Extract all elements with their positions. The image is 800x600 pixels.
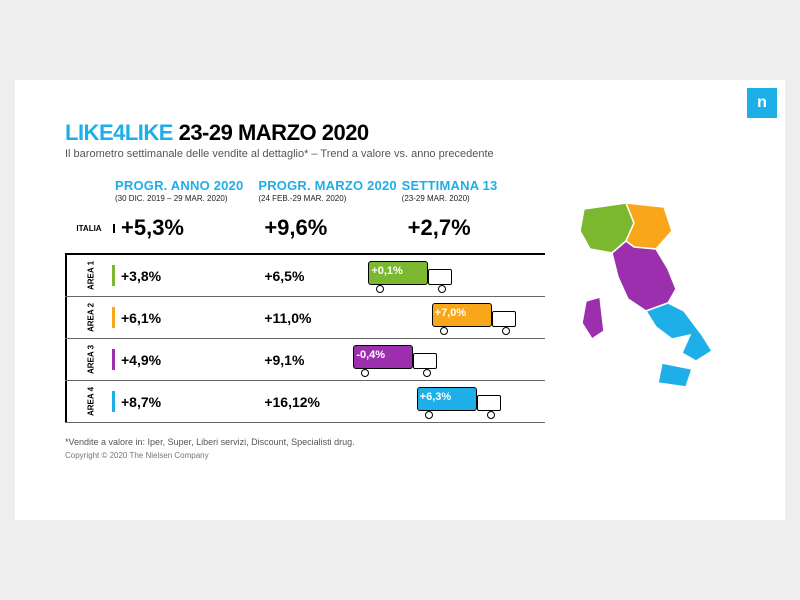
map-sicily [658,363,692,387]
table-cell: +4,9% [115,339,258,380]
table-row: AREA 4+8,7%+16,12% +6,3% [65,381,545,423]
table-cell: +8,7% [115,381,258,422]
map-sardinia [582,297,604,339]
row-label: AREA 4 [65,381,115,422]
footnote: *Vendite a valore in: Iper, Super, Liber… [65,437,735,447]
card: n LIKE4LIKE 23-29 MARZO 2020 Il barometr… [15,80,785,520]
table-cell: +2,7% [402,203,545,253]
row-label: AREA 2 [65,297,115,338]
truck-icon: +6,3% [417,387,503,417]
row-label: AREA 3 [65,339,115,380]
table-cell: +7,0% [402,297,545,338]
map-panel [563,178,735,423]
column-header: PROGR. MARZO 2020 (24 FEB.-29 MAR. 2020) [258,178,401,203]
truck-icon: +7,0% [432,303,518,333]
map-area-2 [626,203,672,249]
nielsen-logo-icon: n [747,88,777,118]
table-cell: +9,6% [258,203,401,253]
table-cell: +9,1%-0,4% [258,339,401,380]
table-cell: +5,3% [115,203,258,253]
copyright: Copyright © 2020 The Nielsen Company [65,451,735,460]
table-headers: PROGR. ANNO 2020 (30 DIC. 2019 – 29 MAR.… [65,178,545,203]
table-row: AREA 2+6,1%+11,0% +7,0% [65,297,545,339]
column-header: SETTIMANA 13 (23-29 MAR. 2020) [402,178,545,203]
col-sub: (30 DIC. 2019 – 29 MAR. 2020) [115,194,258,203]
col-title: PROGR. ANNO 2020 [115,178,258,193]
table-row: AREA 1+3,8%+6,5%+0,1% [65,255,545,297]
table-cell: +6,5%+0,1% [258,255,401,296]
row-label: AREA 1 [65,255,115,296]
truck-label: +7,0% [435,307,467,319]
page-subtitle: Il barometro settimanale delle vendite a… [65,148,735,160]
page-title: LIKE4LIKE 23-29 MARZO 2020 [65,120,735,146]
truck-label: -0,4% [356,349,385,361]
map-area-3 [612,241,676,311]
truck-label: +6,3% [420,391,452,403]
table-cell: +6,1% [115,297,258,338]
table-cell: +16,12% [258,381,401,422]
col-title: SETTIMANA 13 [402,178,545,193]
table-cell: +3,8% [115,255,258,296]
col-title: PROGR. MARZO 2020 [258,178,401,193]
page: n LIKE4LIKE 23-29 MARZO 2020 Il barometr… [0,0,800,600]
table-cell: +6,3% [402,381,545,422]
content: PROGR. ANNO 2020 (30 DIC. 2019 – 29 MAR.… [65,178,735,423]
data-table: PROGR. ANNO 2020 (30 DIC. 2019 – 29 MAR.… [65,178,545,423]
table-row: AREA 3+4,9%+9,1%-0,4% [65,339,545,381]
table-cell [402,255,545,296]
column-header: PROGR. ANNO 2020 (30 DIC. 2019 – 29 MAR.… [115,178,258,203]
table-row: ITALIA+5,3%+9,6%+2,7% [65,203,545,255]
truck-label: +0,1% [371,265,403,277]
map-area-4 [646,303,712,361]
table-cell: +11,0% [258,297,401,338]
italy-map-icon [564,191,734,411]
table-cell [402,339,545,380]
col-sub: (23-29 MAR. 2020) [402,194,545,203]
title-brand: LIKE4LIKE [65,120,173,145]
row-label: ITALIA [65,224,115,233]
col-sub: (24 FEB.-29 MAR. 2020) [258,194,401,203]
title-date: 23-29 MARZO 2020 [173,120,369,145]
